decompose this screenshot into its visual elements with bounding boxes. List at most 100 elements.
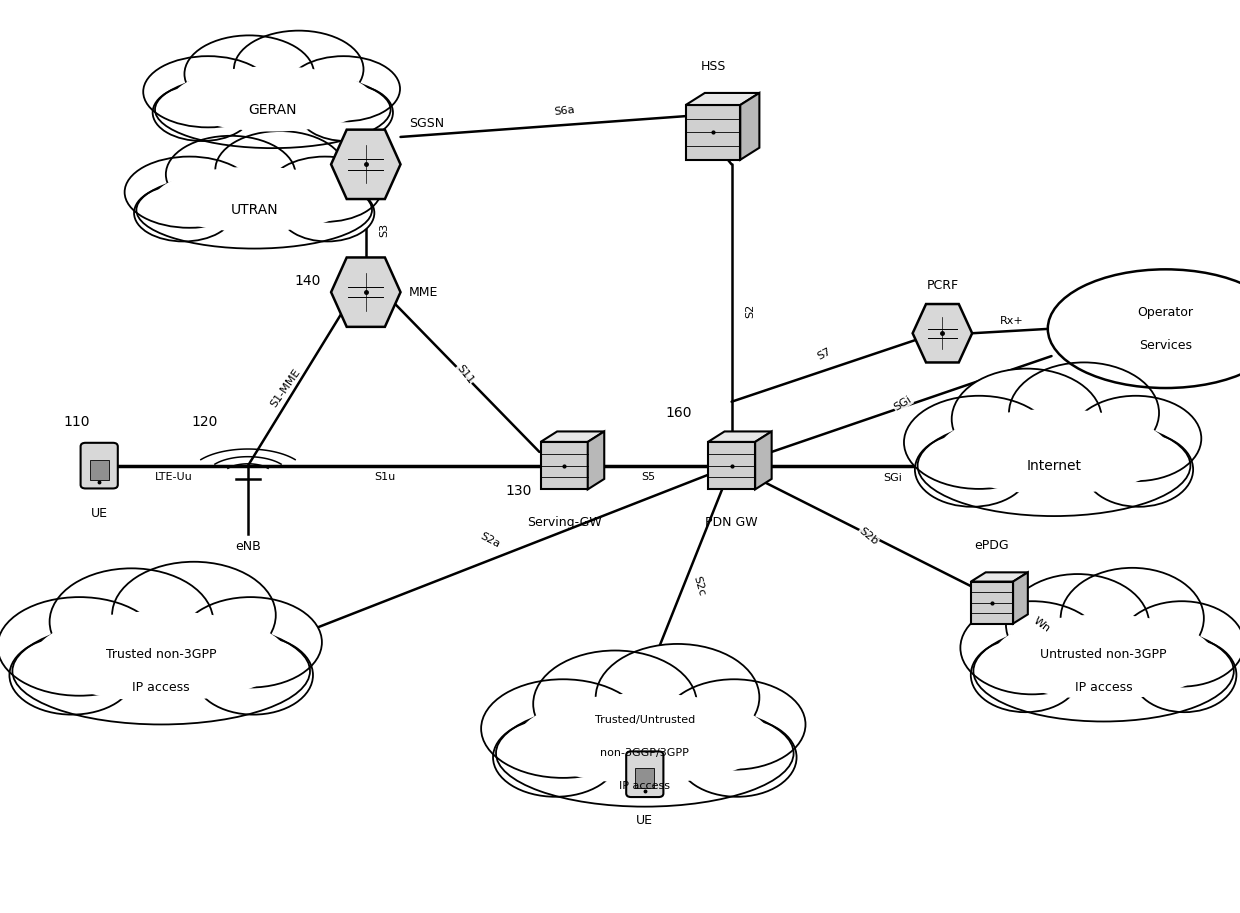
Polygon shape	[331, 257, 401, 327]
Text: Trusted/Untrusted: Trusted/Untrusted	[595, 716, 694, 725]
Ellipse shape	[10, 635, 134, 715]
Ellipse shape	[662, 679, 806, 770]
Ellipse shape	[112, 561, 275, 668]
Ellipse shape	[299, 84, 393, 141]
Ellipse shape	[193, 635, 312, 715]
Ellipse shape	[0, 597, 161, 696]
Text: IP access: IP access	[1075, 681, 1132, 694]
Text: S1-MME: S1-MME	[268, 367, 303, 409]
Polygon shape	[971, 582, 1013, 624]
Ellipse shape	[904, 396, 1054, 489]
Text: Wn: Wn	[1032, 615, 1052, 634]
Text: 120: 120	[191, 415, 218, 429]
Text: S2: S2	[745, 303, 755, 318]
Ellipse shape	[1048, 269, 1240, 388]
Ellipse shape	[1060, 568, 1204, 668]
Ellipse shape	[952, 369, 1101, 469]
Text: HSS: HSS	[701, 60, 725, 73]
Text: S11: S11	[455, 363, 475, 385]
Polygon shape	[708, 442, 755, 489]
Ellipse shape	[1084, 432, 1193, 507]
Text: SGSN: SGSN	[409, 117, 444, 130]
Ellipse shape	[268, 157, 382, 222]
Ellipse shape	[1120, 602, 1240, 687]
Ellipse shape	[1132, 637, 1236, 712]
Polygon shape	[686, 93, 759, 105]
Text: S7: S7	[816, 347, 833, 362]
Text: UE: UE	[636, 814, 653, 827]
Text: SGi: SGi	[883, 474, 903, 483]
Text: UE: UE	[91, 507, 108, 519]
Ellipse shape	[154, 167, 355, 232]
Text: UTRAN: UTRAN	[231, 203, 278, 217]
Ellipse shape	[144, 57, 273, 128]
Ellipse shape	[937, 409, 1171, 494]
Ellipse shape	[185, 36, 314, 112]
Ellipse shape	[993, 614, 1214, 699]
Ellipse shape	[50, 568, 213, 676]
Ellipse shape	[1070, 396, 1202, 481]
Text: Operator: Operator	[1137, 306, 1194, 319]
Ellipse shape	[172, 67, 373, 131]
Text: Internet: Internet	[1027, 458, 1081, 473]
Ellipse shape	[134, 184, 233, 241]
Text: S5: S5	[641, 472, 656, 481]
Polygon shape	[541, 432, 604, 442]
Ellipse shape	[155, 71, 391, 148]
Text: S6a: S6a	[553, 105, 575, 118]
Polygon shape	[755, 432, 771, 489]
Polygon shape	[1013, 572, 1028, 624]
Text: 140: 140	[294, 274, 321, 289]
Text: non-3GGP/3GPP: non-3GGP/3GPP	[600, 749, 689, 758]
Ellipse shape	[1009, 362, 1159, 463]
Polygon shape	[331, 130, 401, 199]
Polygon shape	[913, 304, 972, 362]
Text: IP access: IP access	[133, 681, 190, 694]
Ellipse shape	[971, 637, 1080, 712]
Ellipse shape	[280, 184, 374, 241]
Text: Trusted non-3GPP: Trusted non-3GPP	[105, 648, 217, 661]
Text: PDN GW: PDN GW	[706, 516, 758, 529]
Ellipse shape	[518, 693, 771, 783]
Ellipse shape	[960, 601, 1104, 695]
Ellipse shape	[234, 31, 363, 108]
Ellipse shape	[153, 84, 252, 141]
Text: eNB: eNB	[236, 540, 260, 553]
Text: 160: 160	[665, 405, 692, 420]
Text: 110: 110	[63, 415, 91, 429]
Text: S3: S3	[379, 223, 389, 237]
Ellipse shape	[496, 700, 794, 807]
Ellipse shape	[12, 617, 310, 725]
Ellipse shape	[481, 679, 645, 778]
Text: ePDG: ePDG	[975, 540, 1009, 552]
Text: Serving-GW: Serving-GW	[527, 516, 601, 529]
Polygon shape	[686, 105, 740, 160]
Text: PCRF: PCRF	[926, 279, 959, 292]
Polygon shape	[541, 442, 588, 489]
Ellipse shape	[494, 718, 618, 797]
Ellipse shape	[124, 157, 254, 228]
Text: SGi: SGi	[892, 394, 914, 413]
Ellipse shape	[533, 651, 697, 758]
Text: IP access: IP access	[619, 782, 671, 791]
Ellipse shape	[179, 597, 322, 687]
FancyBboxPatch shape	[81, 443, 118, 488]
Ellipse shape	[973, 621, 1234, 721]
Ellipse shape	[136, 172, 372, 248]
Text: Services: Services	[1140, 339, 1192, 352]
Text: 130: 130	[505, 484, 532, 498]
Text: GERAN: GERAN	[248, 102, 298, 117]
Ellipse shape	[216, 131, 345, 208]
Text: MME: MME	[409, 286, 439, 299]
Ellipse shape	[918, 415, 1190, 516]
FancyBboxPatch shape	[626, 751, 663, 797]
Ellipse shape	[677, 718, 796, 797]
Ellipse shape	[166, 136, 295, 213]
Text: S2b: S2b	[857, 526, 879, 548]
Polygon shape	[588, 432, 604, 489]
Ellipse shape	[286, 56, 401, 121]
Text: S2a: S2a	[479, 531, 501, 550]
FancyBboxPatch shape	[635, 769, 655, 789]
Ellipse shape	[595, 644, 759, 750]
Polygon shape	[971, 572, 1028, 582]
